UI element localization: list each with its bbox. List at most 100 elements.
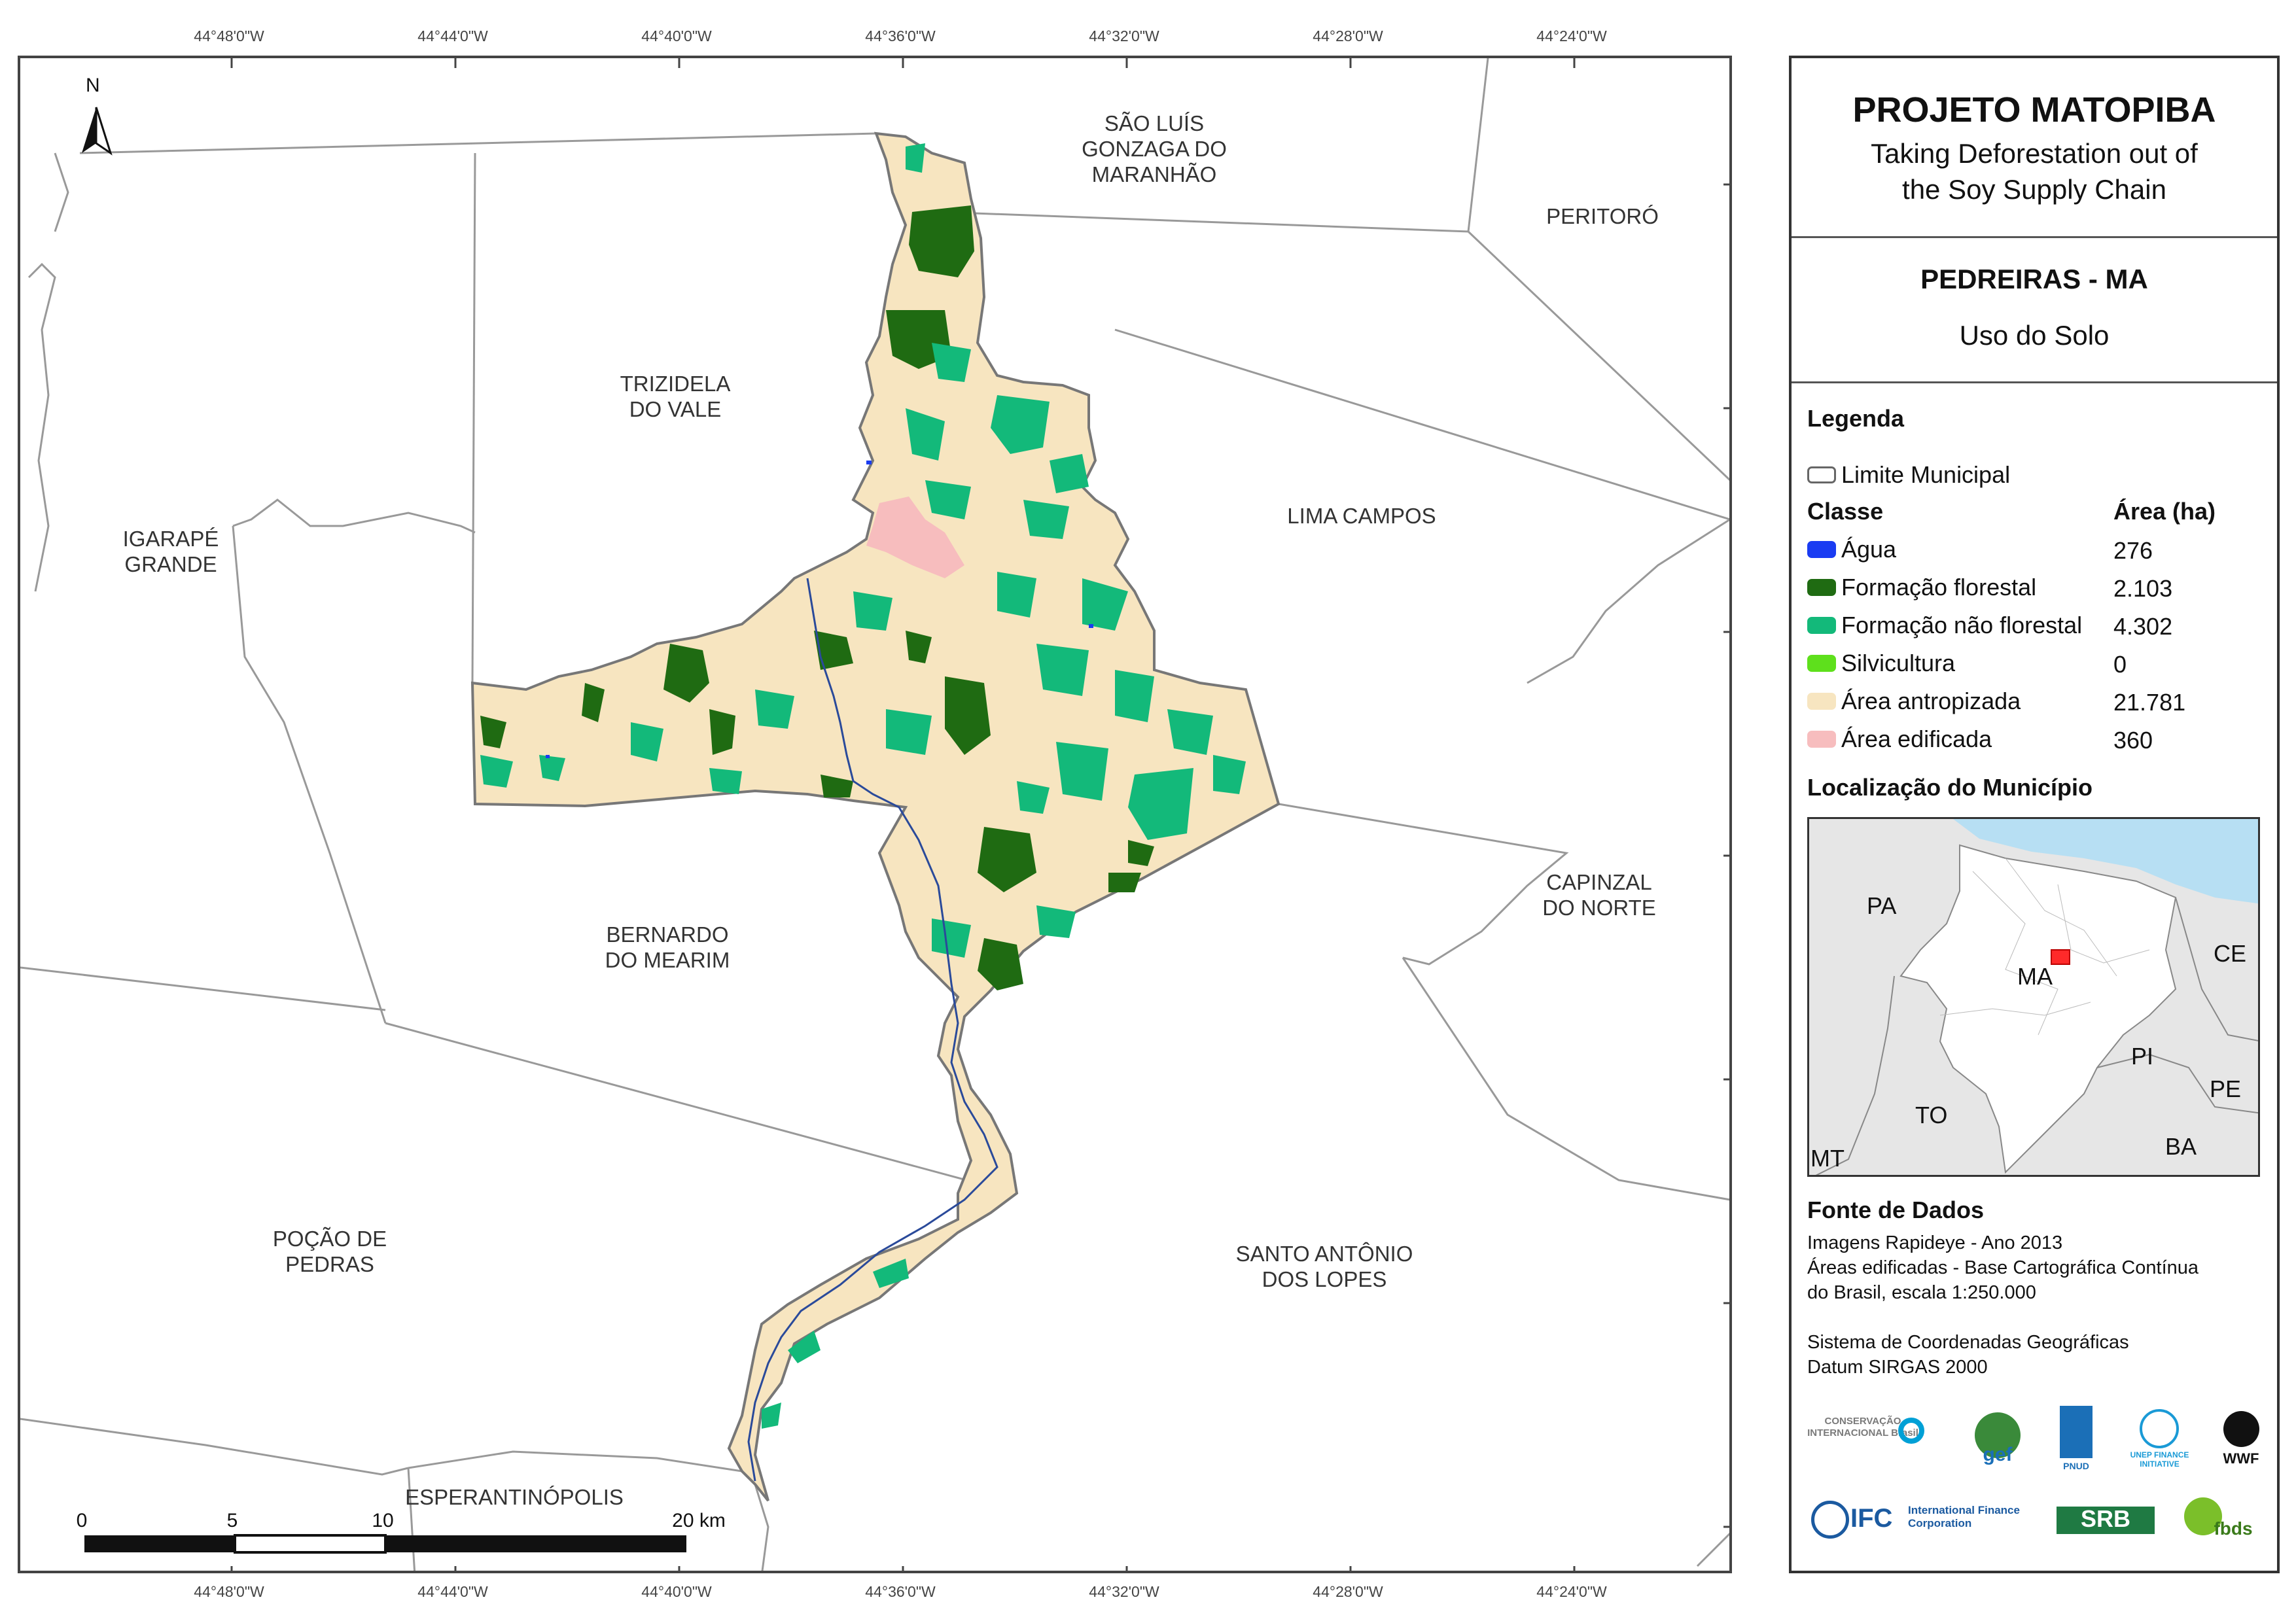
muni-label-lima-campos: LIMA CAMPOS <box>1287 504 1436 528</box>
pnud-block-icon <box>2060 1406 2093 1458</box>
built-up-area <box>866 497 964 578</box>
legend-heading: Legenda <box>1807 405 1905 432</box>
class-area: 0 <box>2113 651 2127 678</box>
muni-label-trizidela: TRIZIDELA DO VALE <box>620 372 731 421</box>
class-swatch <box>1807 579 1836 596</box>
ci-ring-icon <box>1898 1418 1924 1444</box>
class-swatch <box>1807 731 1836 748</box>
class-area: 360 <box>2113 727 2153 754</box>
scale-label: 20 km <box>672 1510 726 1531</box>
unep-globe-icon <box>2140 1409 2179 1448</box>
municipality-title: PEDREIRAS - MA <box>1920 264 2148 294</box>
non-forest-patches <box>480 143 1246 1429</box>
source-line: do Brasil, escala 1:250.000 <box>1807 1282 2036 1303</box>
inset-label-ce: CE <box>2214 940 2247 967</box>
legend-item-limit: Limite Municipal <box>1807 459 2010 491</box>
legend-item-forest: Formação florestal <box>1807 571 2036 604</box>
class-area: 4.302 <box>2113 613 2173 640</box>
map-frame[interactable]: N SÃO LUÍS GONZAGA DO MARANHÃO PERITORÓ … <box>18 56 1732 1573</box>
logo-unep: UNEP FINANCE INITIATIVE <box>2130 1450 2189 1469</box>
class-label: Formação florestal <box>1841 574 2037 601</box>
class-swatch <box>1807 541 1836 558</box>
gef-globe-icon <box>1975 1412 2021 1458</box>
inset-label-pi: PI <box>2131 1043 2154 1070</box>
muni-label-pocao: POÇÃO DE PEDRAS <box>272 1227 387 1276</box>
class-label: Área edificada <box>1841 725 1992 752</box>
wwf-panda-icon <box>2223 1411 2259 1447</box>
tick-label: 44°44'0"W <box>417 27 488 44</box>
source-line: Áreas edificadas - Base Cartográfica Con… <box>1807 1257 2199 1278</box>
inset-label-ba: BA <box>2165 1133 2197 1160</box>
tick-label: 44°36'0"W <box>865 1583 936 1600</box>
legend-item-antropizada: Área antropizada <box>1807 685 2021 718</box>
river <box>747 578 998 1482</box>
tick-label: 44°48'0"W <box>194 1583 264 1600</box>
municipal-boundaries <box>20 58 1729 1571</box>
source-line: Sistema de Coordenadas Geográficas <box>1807 1332 2129 1353</box>
water <box>546 461 1093 758</box>
class-label: Silvicultura <box>1841 650 1956 676</box>
ifc-globe-icon <box>1811 1501 1849 1539</box>
muni-label-capinzal: CAPINZAL DO NORTE <box>1542 870 1656 920</box>
legend-item-agua: Água <box>1807 533 1896 566</box>
limit-label: Limite Municipal <box>1841 461 2011 488</box>
legend-item-edificada: Área edificada <box>1807 723 1992 756</box>
inset-label-pe: PE <box>2210 1075 2242 1102</box>
legend-panel: PROJETO MATOPIBA Taking Deforestation ou… <box>1789 56 2280 1573</box>
scale-bar <box>84 1534 686 1554</box>
logo-wwf: WWF <box>2223 1450 2259 1467</box>
class-label: Formação não florestal <box>1841 612 2083 638</box>
class-header: Classe <box>1807 498 1884 525</box>
class-label: Área antropizada <box>1841 688 2021 714</box>
source-line: Imagens Rapideye - Ano 2013 <box>1807 1232 2063 1253</box>
tick-label: 44°48'0"W <box>194 27 264 44</box>
inset-map-svg <box>1815 819 2258 1175</box>
logo-fbds: fbds <box>2214 1518 2253 1539</box>
inset-label-to: TO <box>1915 1102 1948 1128</box>
muni-label-santo-antonio: SANTO ANTÔNIO DOS LOPES <box>1235 1242 1413 1291</box>
muni-label-igarape: IGARAPÉ GRANDE <box>122 527 219 576</box>
class-swatch <box>1807 693 1836 710</box>
tick-label: 44°32'0"W <box>1089 27 1159 44</box>
tick-label: 44°32'0"W <box>1089 1583 1159 1600</box>
tick-label: 44°28'0"W <box>1313 27 1383 44</box>
north-label: N <box>86 75 100 96</box>
tick-label: 44°40'0"W <box>641 27 712 44</box>
legend-item-silvicultura: Silvicultura <box>1807 647 1955 680</box>
tick-label: 44°24'0"W <box>1536 1583 1607 1600</box>
scale-label: 0 <box>76 1510 88 1531</box>
muni-label-esperantinopolis: ESPERANTINÓPOLIS <box>405 1485 624 1509</box>
inset-label-mt: MT <box>1810 1145 1845 1172</box>
legend-item-non-forest: Formação não florestal <box>1807 609 2082 642</box>
project-title: PROJETO MATOPIBA <box>1852 90 2216 130</box>
tick-label: 44°36'0"W <box>865 27 936 44</box>
srb-block-icon <box>2057 1507 2155 1534</box>
north-arrow-icon <box>82 107 113 156</box>
muni-label-sao-luis: SÃO LUÍS GONZAGA DO MARANHÃO <box>1082 111 1227 186</box>
logo-ci: CONSERVAÇÃO INTERNACIONAL Brasil <box>1807 1416 1918 1439</box>
muni-label-bernardo: BERNARDO DO MEARIM <box>605 922 730 972</box>
inset-location-map: PA MA CE PI PE TO BA MT <box>1807 817 2260 1177</box>
scale-label: 5 <box>226 1510 238 1531</box>
tick-label: 44°28'0"W <box>1313 1583 1383 1600</box>
class-area: 2.103 <box>2113 575 2173 602</box>
fbds-leaf-icon <box>2184 1497 2222 1535</box>
class-label: Água <box>1841 536 1897 563</box>
logo-gef: gef <box>1983 1444 2013 1465</box>
project-subtitle-2: the Soy Supply Chain <box>1902 174 2166 205</box>
inset-label-ma: MA <box>2017 963 2053 990</box>
source-heading: Fonte de Dados <box>1807 1196 1985 1223</box>
class-swatch <box>1807 655 1836 672</box>
logo-ifc: IFC <box>1850 1504 1893 1533</box>
class-area: 21.781 <box>2113 689 2186 716</box>
tick-label: 44°44'0"W <box>417 1583 488 1600</box>
location-heading: Localização do Município <box>1807 774 2093 801</box>
class-area: 276 <box>2113 537 2153 564</box>
scale-label: 10 <box>372 1510 394 1531</box>
tick-label: 44°40'0"W <box>641 1583 712 1600</box>
inset-label-pa: PA <box>1867 892 1897 919</box>
logo-srb: SRB <box>2080 1505 2130 1532</box>
map-theme: Uso do Solo <box>1959 320 2110 351</box>
tick-label: 44°24'0"W <box>1536 27 1607 44</box>
logo-pnud: PNUD <box>2063 1461 2089 1471</box>
